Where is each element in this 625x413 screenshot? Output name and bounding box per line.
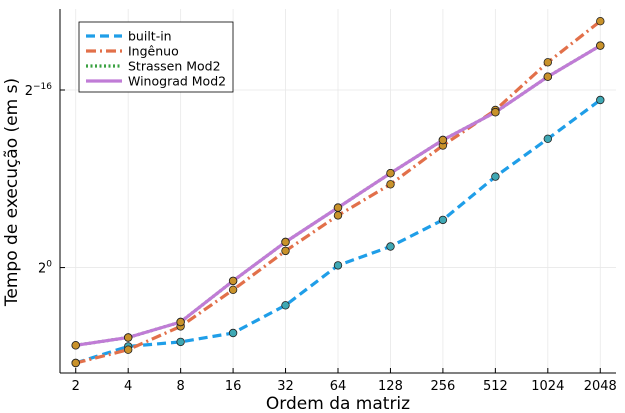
point-1-1 — [123, 345, 133, 354]
legend-label-2: Strassen Mod2 — [128, 59, 221, 74]
y-axis-title: Tempo de execução (em s) — [2, 78, 22, 307]
point-3-8 — [491, 107, 500, 117]
point-1-4 — [281, 246, 290, 256]
x-tick-label: 2 — [72, 379, 80, 394]
x-tick-label: 1024 — [531, 379, 564, 394]
point-3-10 — [596, 41, 605, 50]
x-tick-label: 16 — [225, 379, 242, 394]
point-1-3 — [228, 285, 238, 294]
legend-label-1: Ingênuo — [128, 44, 179, 59]
point-0-9 — [543, 134, 552, 143]
point-3-6 — [386, 168, 395, 178]
point-3-9 — [543, 72, 552, 81]
point-0-8 — [491, 172, 500, 181]
x-tick-label: 512 — [483, 379, 508, 394]
y-tick-label: 20 — [38, 260, 52, 277]
point-3-1 — [123, 333, 133, 342]
point-3-2 — [176, 317, 185, 327]
point-0-5 — [333, 261, 343, 270]
point-0-10 — [596, 95, 605, 105]
point-0-2 — [176, 337, 185, 347]
tick-labels: 2 4 8 16 32 64 128 256 512 1024 2048 20 2−16 — [25, 82, 617, 394]
point-0-7 — [438, 215, 448, 225]
legend-label-0: built-in — [128, 29, 172, 44]
point-1-0 — [71, 358, 80, 368]
x-axis-title: Ordem da matriz — [266, 394, 410, 413]
x-tick-label: 8 — [177, 379, 185, 394]
y-tick-label: 2−16 — [25, 82, 53, 99]
axes — [59, 9, 616, 374]
legend-label-3: Winograd Mod2 — [128, 74, 226, 89]
point-1-5 — [333, 211, 343, 220]
markers — [71, 17, 605, 368]
point-0-3 — [228, 328, 238, 338]
point-3-7 — [438, 135, 448, 145]
x-tick-label: 256 — [430, 379, 455, 394]
point-1-10 — [596, 17, 605, 26]
point-3-3 — [228, 276, 238, 286]
point-0-6 — [386, 242, 395, 251]
x-tick-label: 2048 — [584, 379, 617, 394]
x-tick-label: 32 — [277, 379, 294, 394]
point-3-0 — [71, 341, 80, 350]
x-tick-label: 64 — [330, 379, 347, 394]
x-tick-label: 4 — [124, 379, 132, 394]
point-3-4 — [281, 237, 290, 247]
point-1-6 — [386, 180, 395, 189]
point-3-5 — [333, 203, 343, 212]
x-tick-label: 128 — [378, 379, 403, 394]
point-1-9 — [543, 58, 552, 67]
point-0-4 — [281, 301, 290, 310]
